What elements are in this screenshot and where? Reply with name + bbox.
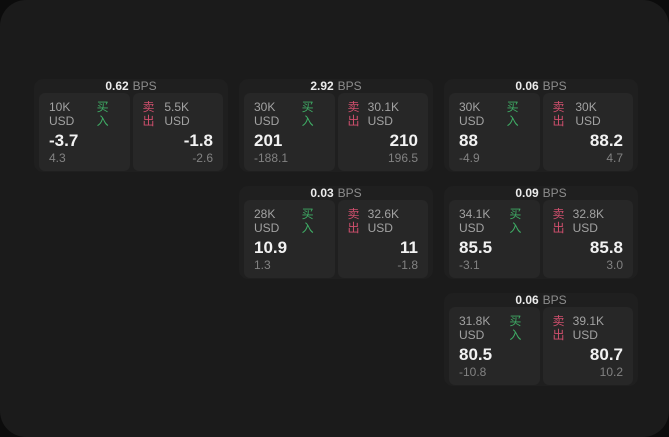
buy-amount: 30K USD [459,100,485,128]
buy-price: 88 [459,131,478,150]
sell-price: 11 [400,238,418,257]
spread-value: 0.62 [105,79,129,93]
buy-sub-value: 1.3 [254,258,271,272]
quote-panels: 28K USD 买入 10.9 1.3 卖出 32.6K USD 11 -1.8 [244,200,428,278]
buy-sub-value: -4.9 [459,151,480,165]
spread-unit: BPS [337,79,362,93]
quote-panels: 10K USD 买入 -3.7 4.3 卖出 5.5K USD -1.8 -2.… [39,93,223,171]
spread-unit: BPS [132,79,157,93]
buy-price: 201 [254,131,283,150]
sell-label: 卖出 [552,314,565,342]
spread-header: 0.09 BPS [449,186,633,200]
sell-label: 卖出 [552,207,565,235]
quote-panels: 34.1K USD 买入 85.5 -3.1 卖出 32.8K USD 85.8… [449,200,633,278]
quote-card-grid: 0.62 BPS 10K USD 买入 -3.7 4.3 卖出 5.5K USD [34,79,638,386]
sell-amount: 32.8K USD [572,207,604,235]
spread-value: 0.03 [310,186,334,200]
sell-panel[interactable]: 卖出 30K USD 88.2 4.7 [542,93,633,171]
buy-sub-value: -10.8 [459,365,487,379]
buy-amount: 28K USD [254,207,280,235]
spread-unit: BPS [542,186,567,200]
buy-panel[interactable]: 28K USD 买入 10.9 1.3 [244,200,335,278]
sell-panel[interactable]: 卖出 39.1K USD 80.7 10.2 [542,307,633,385]
sell-sub-value: -1.8 [397,258,418,272]
sell-label: 卖出 [347,207,360,235]
buy-label: 买入 [301,100,314,128]
buy-label: 买入 [509,207,522,235]
buy-amount: 31.8K USD [459,314,491,342]
sell-price: 85.8 [589,238,623,257]
buy-panel[interactable]: 31.8K USD 买入 80.5 -10.8 [449,307,540,385]
quote-card: 2.92 BPS 30K USD 买入 201 -188.1 卖出 30.1K … [239,79,433,172]
buy-price: 80.5 [459,345,493,364]
buy-price: 10.9 [254,238,288,257]
sell-sub-value: 10.2 [599,365,623,379]
quote-card: 0.03 BPS 28K USD 买入 10.9 1.3 卖出 32.6K US… [239,186,433,279]
spread-value: 0.06 [515,293,539,307]
quote-card: 0.06 BPS 31.8K USD 买入 80.5 -10.8 卖出 39.1… [444,293,638,386]
quote-panels: 30K USD 买入 88 -4.9 卖出 30K USD 88.2 4.7 [449,93,633,171]
sell-amount: 5.5K USD [164,100,190,128]
buy-amount: 30K USD [254,100,280,128]
buy-sub-value: -3.1 [459,258,480,272]
sell-price: 88.2 [589,131,623,150]
quote-card: 0.06 BPS 30K USD 买入 88 -4.9 卖出 30K USD [444,79,638,172]
sell-panel[interactable]: 卖出 32.8K USD 85.8 3.0 [542,200,633,278]
quote-card: 0.09 BPS 34.1K USD 买入 85.5 -3.1 卖出 32.8K… [444,186,638,279]
sell-amount: 30.1K USD [367,100,399,128]
sell-panel[interactable]: 卖出 32.6K USD 11 -1.8 [337,200,428,278]
spread-unit: BPS [337,186,362,200]
sell-label: 卖出 [347,100,360,128]
buy-sub-value: -188.1 [254,151,289,165]
spread-unit: BPS [542,79,567,93]
sell-price: 210 [389,131,418,150]
spread-unit: BPS [542,293,567,307]
buy-panel[interactable]: 30K USD 买入 201 -188.1 [244,93,335,171]
buy-panel[interactable]: 34.1K USD 买入 85.5 -3.1 [449,200,540,278]
sell-panel[interactable]: 卖出 5.5K USD -1.8 -2.6 [132,93,223,171]
buy-label: 买入 [509,314,522,342]
buy-amount: 10K USD [49,100,75,128]
sell-sub-value: 3.0 [606,258,623,272]
sell-label: 卖出 [552,100,565,128]
buy-sub-value: 4.3 [49,151,66,165]
sell-price: 80.7 [589,345,623,364]
buy-price: -3.7 [49,131,79,150]
sell-amount: 39.1K USD [572,314,604,342]
buy-label: 买入 [506,100,519,128]
sell-amount: 30K USD [575,100,601,128]
buy-panel[interactable]: 10K USD 买入 -3.7 4.3 [39,93,130,171]
spread-value: 0.06 [515,79,539,93]
sell-amount: 32.6K USD [367,207,399,235]
quote-panels: 30K USD 买入 201 -188.1 卖出 30.1K USD 210 1… [244,93,428,171]
sell-sub-value: 196.5 [387,151,418,165]
quote-card: 0.62 BPS 10K USD 买入 -3.7 4.3 卖出 5.5K USD [34,79,228,172]
spread-value: 2.92 [310,79,334,93]
sell-sub-value: -2.6 [192,151,213,165]
spread-header: 0.62 BPS [39,79,223,93]
buy-label: 买入 [96,100,109,128]
spread-header: 0.06 BPS [449,293,633,307]
sell-price: -1.8 [183,131,213,150]
quote-panels: 31.8K USD 买入 80.5 -10.8 卖出 39.1K USD 80.… [449,307,633,385]
sell-panel[interactable]: 卖出 30.1K USD 210 196.5 [337,93,428,171]
buy-price: 85.5 [459,238,493,257]
spread-value: 0.09 [515,186,539,200]
sell-sub-value: 4.7 [606,151,623,165]
spread-header: 0.06 BPS [449,79,633,93]
buy-label: 买入 [301,207,314,235]
spread-header: 2.92 BPS [244,79,428,93]
buy-amount: 34.1K USD [459,207,491,235]
buy-panel[interactable]: 30K USD 买入 88 -4.9 [449,93,540,171]
sell-label: 卖出 [142,100,155,128]
spread-header: 0.03 BPS [244,186,428,200]
